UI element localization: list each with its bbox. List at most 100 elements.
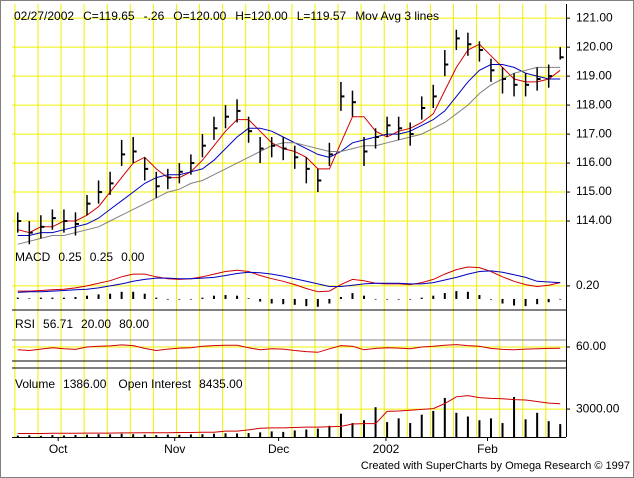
bar [420, 297, 423, 299]
footer: Created with SuperCharts by Omega Resear… [361, 460, 630, 472]
bar [559, 424, 562, 437]
y-tick-label: 0.20 [576, 278, 600, 292]
bar [397, 298, 400, 300]
series-line [17, 266, 561, 293]
bar [259, 432, 262, 437]
bar [351, 293, 354, 299]
bar [363, 295, 366, 299]
bar [224, 295, 227, 299]
bar [74, 434, 77, 437]
bar [351, 423, 354, 437]
bar [189, 298, 192, 300]
bar [132, 434, 135, 437]
y-tick-label: 116.00 [576, 155, 612, 169]
bar [524, 298, 527, 307]
y-tick-label: 114.00 [576, 213, 612, 227]
bar [293, 430, 296, 437]
bar [386, 298, 389, 300]
bar [455, 412, 458, 437]
bar [189, 434, 192, 437]
header-item: 02/27/2002 [14, 9, 74, 23]
bar [109, 293, 112, 299]
bar [466, 291, 469, 299]
bar [51, 435, 54, 437]
bar [489, 418, 492, 437]
series-readout: 0.25 [58, 250, 82, 264]
bar [501, 298, 504, 304]
series-readout: 0.00 [121, 250, 145, 264]
pane-title: RSI [15, 317, 35, 331]
bar [547, 421, 550, 437]
bar [155, 297, 158, 299]
bar [339, 296, 342, 299]
bar [236, 295, 239, 299]
bar [305, 298, 308, 307]
bar [132, 291, 135, 299]
bar [559, 298, 562, 300]
header-item: H=120.00 [235, 9, 288, 23]
bar [62, 297, 65, 299]
bar [155, 435, 158, 437]
bar [143, 434, 146, 437]
bar [97, 294, 100, 299]
bar [259, 298, 262, 302]
labels: 02/27/2002 C=119.65 -.26 O=120.00 H=120.00 L=… [14, 9, 620, 456]
x-tick-label: Feb [477, 442, 498, 456]
marks [12, 29, 566, 437]
x-tick-label: Dec [268, 442, 289, 456]
bar [536, 412, 539, 437]
bar [74, 296, 77, 299]
bar [247, 433, 250, 437]
header-item: C=119.65 [83, 9, 135, 23]
bar [51, 297, 54, 299]
bar [270, 298, 273, 304]
bar [282, 298, 285, 305]
bar [386, 422, 389, 437]
bar [16, 297, 19, 299]
bar [293, 298, 296, 305]
bar [513, 298, 516, 306]
bar [224, 433, 227, 437]
bar [316, 428, 319, 437]
bar [432, 295, 435, 299]
bar [513, 396, 516, 437]
bar [28, 298, 31, 299]
bar [305, 429, 308, 437]
bar [16, 435, 19, 437]
bar [120, 433, 123, 437]
bar [166, 298, 169, 300]
y-tick-label: 3000.00 [576, 401, 620, 415]
bar [270, 431, 273, 437]
bar [409, 298, 412, 300]
bar [282, 431, 285, 437]
series-line [17, 344, 561, 353]
series-name: Volume [15, 377, 55, 391]
level-label: 80.00 [119, 317, 149, 331]
bar [374, 298, 377, 300]
bar [316, 298, 319, 307]
bar [86, 295, 89, 299]
bar [109, 434, 112, 437]
bar [478, 295, 481, 299]
bar [28, 435, 31, 437]
series-line [17, 395, 561, 434]
series-line [17, 270, 561, 293]
series-line [17, 64, 561, 236]
bar [247, 298, 250, 299]
bar [455, 291, 458, 299]
bar [328, 425, 331, 437]
bar [328, 298, 331, 304]
bar [201, 297, 204, 299]
bar [201, 434, 204, 437]
series-readout: 8435.00 [199, 377, 243, 391]
bar [178, 298, 181, 300]
bar [489, 298, 492, 300]
x-tick-label: 2002 [373, 442, 400, 456]
header-item: -.26 [144, 9, 165, 23]
pane-title: MACD [15, 250, 51, 264]
bar [443, 397, 446, 437]
bar [363, 420, 366, 437]
bar [39, 297, 42, 299]
